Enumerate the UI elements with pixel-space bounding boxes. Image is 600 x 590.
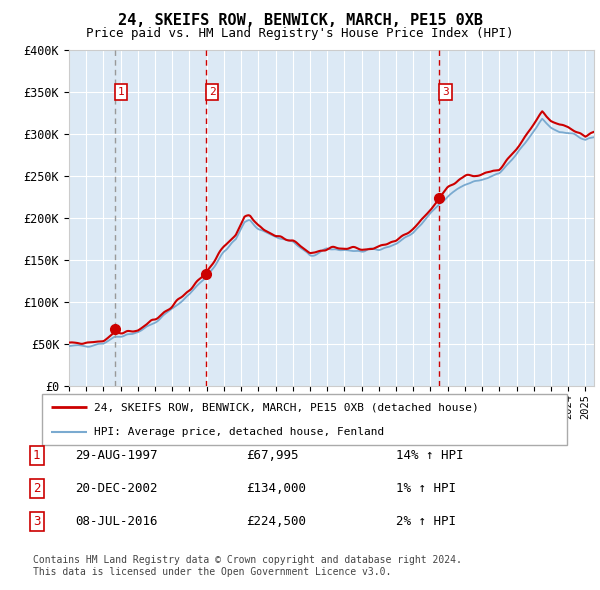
Text: Price paid vs. HM Land Registry's House Price Index (HPI): Price paid vs. HM Land Registry's House … — [86, 27, 514, 40]
Text: 3: 3 — [33, 515, 41, 528]
Text: 2% ↑ HPI: 2% ↑ HPI — [396, 515, 456, 528]
Text: 24, SKEIFS ROW, BENWICK, MARCH, PE15 0XB: 24, SKEIFS ROW, BENWICK, MARCH, PE15 0XB — [118, 13, 482, 28]
Text: 1: 1 — [118, 87, 124, 97]
Text: Contains HM Land Registry data © Crown copyright and database right 2024.
This d: Contains HM Land Registry data © Crown c… — [33, 555, 462, 577]
Text: 08-JUL-2016: 08-JUL-2016 — [75, 515, 157, 528]
Text: 29-AUG-1997: 29-AUG-1997 — [75, 449, 157, 462]
Text: 20-DEC-2002: 20-DEC-2002 — [75, 482, 157, 495]
Text: HPI: Average price, detached house, Fenland: HPI: Average price, detached house, Fenl… — [94, 427, 385, 437]
Text: 14% ↑ HPI: 14% ↑ HPI — [396, 449, 464, 462]
Text: 1% ↑ HPI: 1% ↑ HPI — [396, 482, 456, 495]
Text: 3: 3 — [442, 87, 449, 97]
Text: 24, SKEIFS ROW, BENWICK, MARCH, PE15 0XB (detached house): 24, SKEIFS ROW, BENWICK, MARCH, PE15 0XB… — [94, 402, 479, 412]
Text: 2: 2 — [33, 482, 41, 495]
Text: 2: 2 — [209, 87, 215, 97]
Text: £134,000: £134,000 — [246, 482, 306, 495]
Text: £67,995: £67,995 — [246, 449, 299, 462]
Text: £224,500: £224,500 — [246, 515, 306, 528]
Text: 1: 1 — [33, 449, 41, 462]
